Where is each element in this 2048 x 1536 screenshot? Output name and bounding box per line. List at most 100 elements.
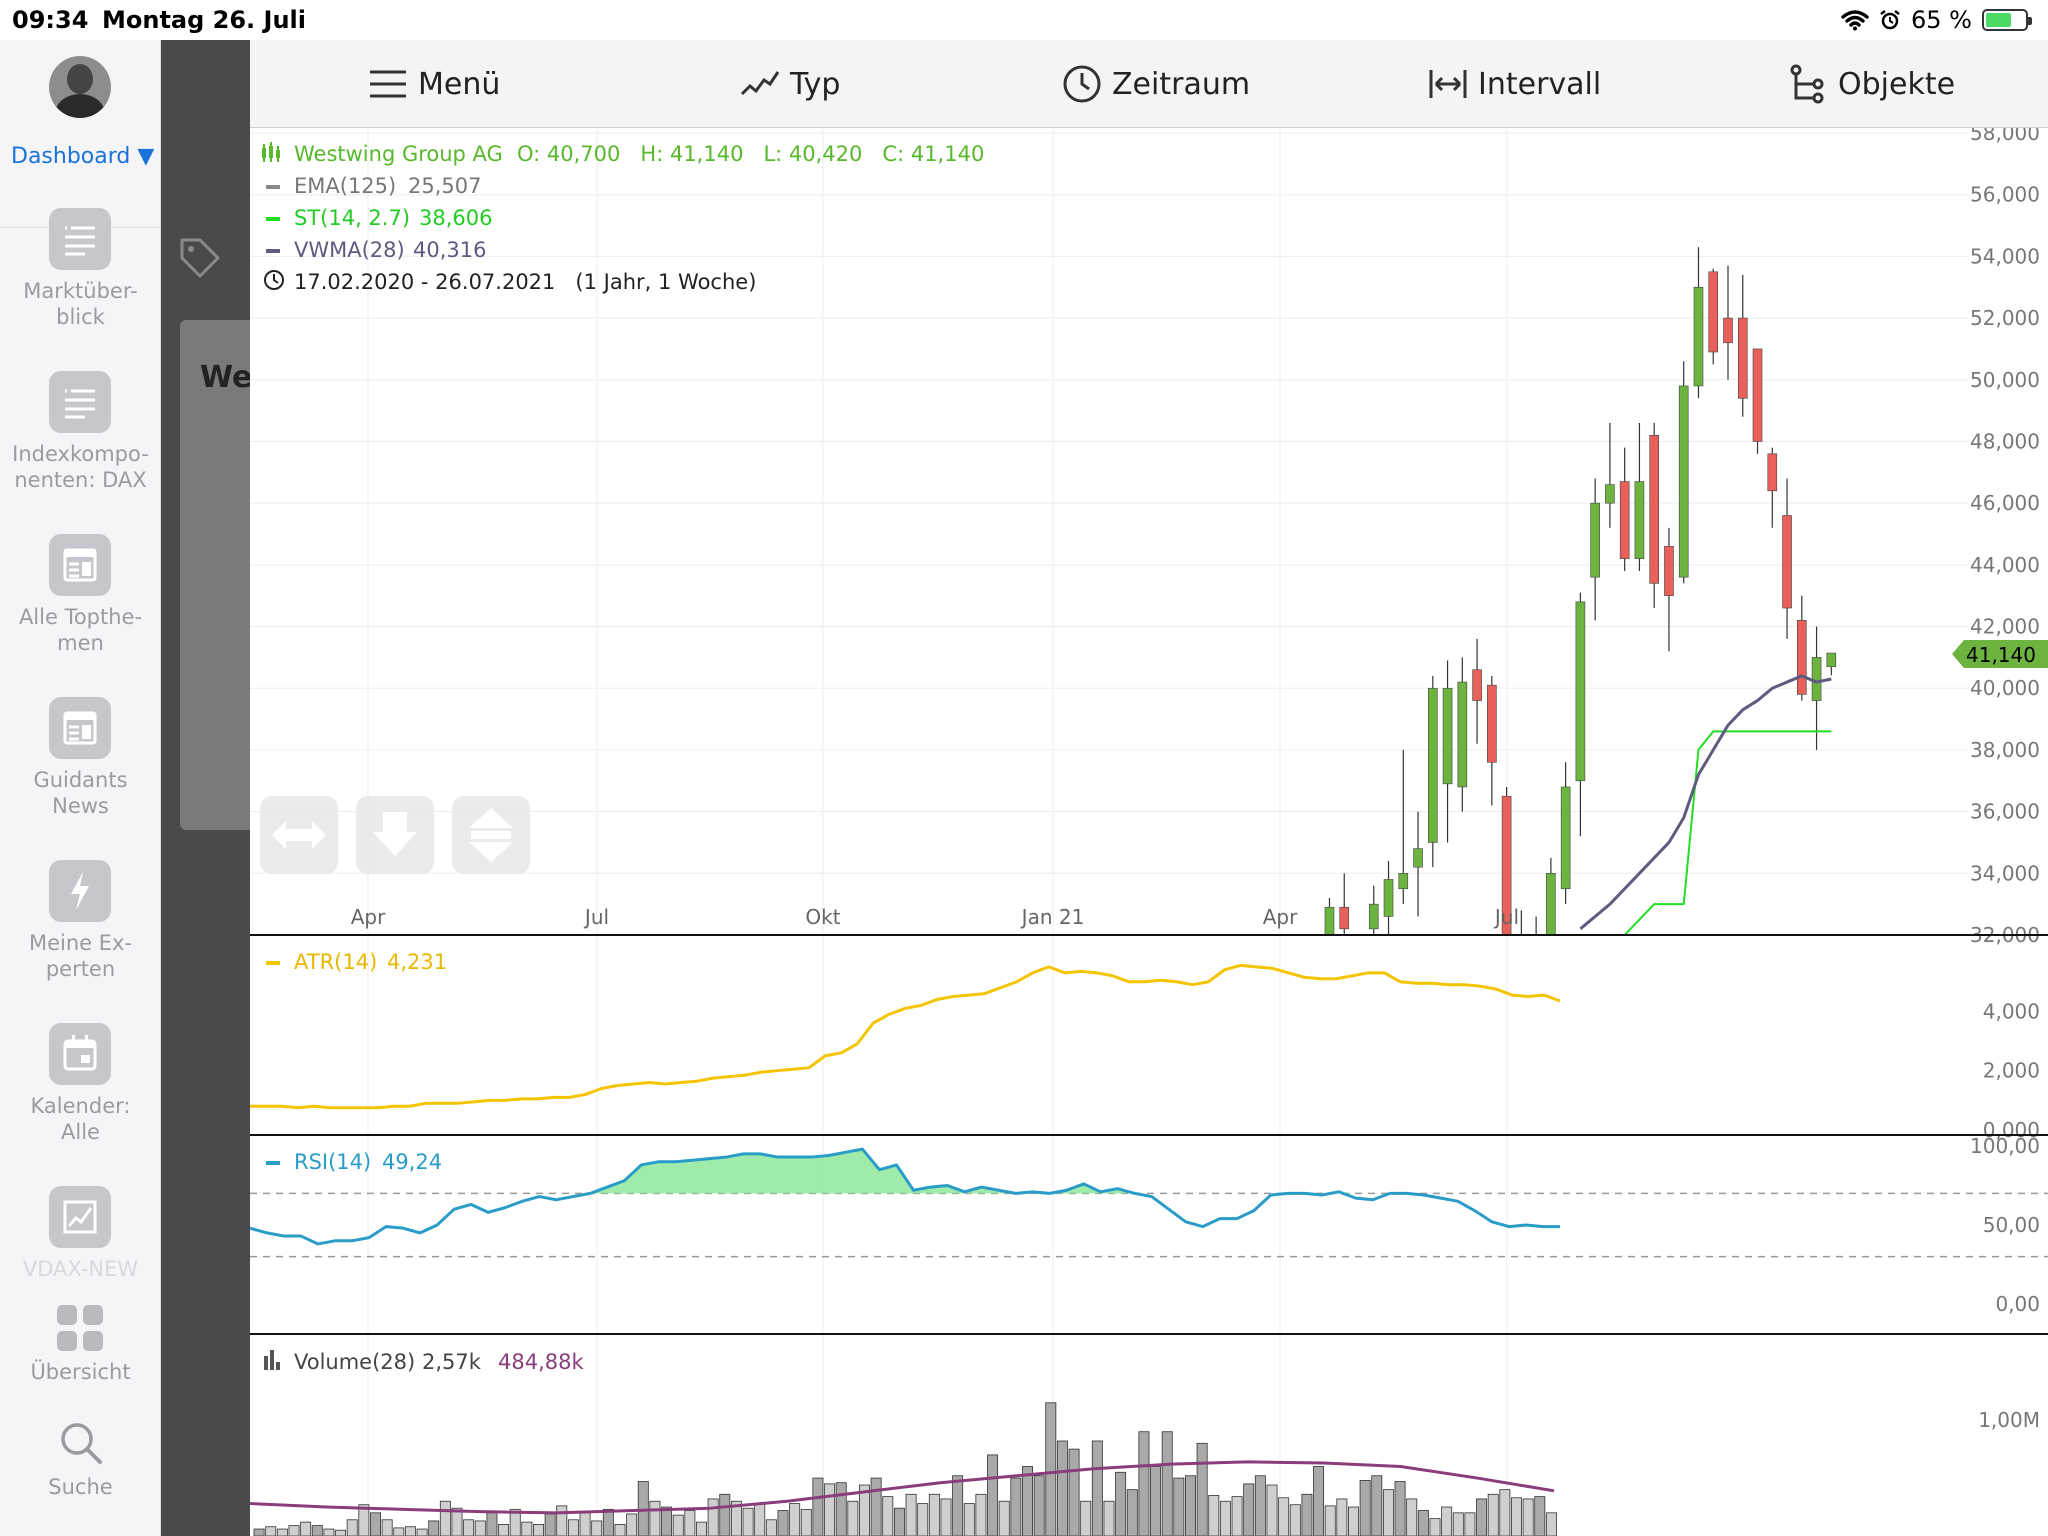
battery-icon	[1982, 9, 2032, 31]
atr-axis-tick: 0,000	[1983, 1118, 2040, 1142]
objects-icon	[1790, 64, 1824, 104]
pan-horizontal-button[interactable]	[260, 796, 338, 874]
interval-button[interactable]: Intervall	[1428, 40, 1601, 128]
search-icon	[58, 1420, 104, 1466]
sidebar-item-5[interactable]: Meine Ex-perten	[0, 860, 161, 1010]
volume-bar	[882, 1496, 894, 1536]
volume-bar	[567, 1519, 579, 1536]
sidebar-label-line: nenten: DAX	[14, 468, 147, 492]
news-icon	[49, 697, 111, 759]
candle-up	[1605, 422, 1615, 528]
sidebar-item-3[interactable]: Alle Topthe-men	[0, 534, 161, 684]
volume-bar	[288, 1525, 300, 1536]
volume-bar	[393, 1527, 405, 1536]
price-axis-tick: 50,000	[1970, 368, 2040, 392]
menu-button[interactable]: Menü	[368, 40, 500, 128]
ema-swatch	[266, 185, 280, 189]
avatar[interactable]	[49, 56, 111, 118]
sidebar-label-line: Guidants	[33, 768, 128, 792]
candle-body	[1501, 795, 1512, 934]
volume-axis-tick: 1,00M	[1978, 1408, 2040, 1432]
sidebar-label-line: VDAX-NEW	[22, 1257, 139, 1281]
interval-label: Intervall	[1478, 66, 1602, 102]
volume-bar	[1382, 1489, 1394, 1536]
candle-body	[1472, 669, 1482, 701]
tag-icon[interactable]	[176, 234, 224, 282]
volume-bar	[1103, 1500, 1115, 1536]
chart-area[interactable]: 32,00034,00036,00038,00040,00042,00044,0…	[250, 128, 2048, 1536]
time-axis-tick: Okt	[805, 905, 840, 929]
time-axis-tick: Jul	[1493, 905, 1519, 929]
candle-up	[1678, 361, 1689, 584]
price-axis-tick: 34,000	[1970, 861, 2040, 885]
pan-vertical-button[interactable]	[452, 796, 530, 874]
candle-body	[1546, 873, 1556, 934]
date-range: 17.02.2020 - 26.07.2021 (1 Jahr, 1 Woche…	[294, 270, 756, 294]
volume-bar	[952, 1475, 964, 1536]
candle-up	[1634, 422, 1645, 572]
st-value: 38,606	[419, 206, 492, 230]
sidebar-item-label: Marktüber-blick	[0, 278, 161, 330]
chart-controls	[260, 796, 530, 874]
background-chart-card[interactable]	[180, 320, 250, 830]
status-time: 09:34	[12, 6, 89, 34]
sidebar-item-9[interactable]: Suche	[0, 1420, 161, 1536]
scroll-down-button[interactable]	[356, 796, 434, 874]
sidebar-item-label: Meine Ex-perten	[0, 930, 161, 982]
sidebar-item-6[interactable]: Kalender: Alle	[0, 1023, 161, 1173]
price-axis-tick: 48,000	[1970, 429, 2040, 453]
candle-body	[1767, 453, 1778, 492]
volume-bar	[486, 1512, 498, 1536]
dashboard-dropdown[interactable]: Dashboard ▼	[0, 144, 161, 228]
candle-body	[1797, 620, 1807, 695]
sidebar-item-2[interactable]: Indexkompo-nenten: DAX	[0, 371, 161, 521]
candle-body	[1678, 385, 1689, 578]
candle-body	[1442, 687, 1453, 785]
volume-bar	[1243, 1483, 1255, 1536]
clock-icon	[264, 270, 284, 290]
sidebar-item-label: Indexkompo-nenten: DAX	[0, 441, 161, 493]
sidebar-item-label: Suche	[0, 1474, 161, 1500]
sidebar-item-7[interactable]: VDAX-NEW	[0, 1186, 161, 1336]
price-axis-tick: 40,000	[1970, 676, 2040, 700]
candle-body	[1664, 546, 1674, 596]
candle-body	[1737, 317, 1748, 399]
volume-bar	[358, 1504, 370, 1536]
sidebar-item-8[interactable]: Übersicht	[0, 1305, 161, 1455]
price-axis-tick: 38,000	[1970, 738, 2040, 762]
sidebar-label-line: Indexkompo-	[12, 442, 149, 466]
volume-bar	[439, 1500, 451, 1536]
volume-bar	[335, 1529, 347, 1536]
candle-body	[1605, 484, 1615, 504]
chart-type-button[interactable]: Typ	[740, 40, 840, 128]
objects-button[interactable]: Objekte	[1788, 40, 1955, 128]
rsi-axis-tick: 100,00	[1970, 1134, 2040, 1158]
vwma-label: VWMA(28)	[294, 238, 405, 262]
volume-bar	[544, 1513, 556, 1536]
candle-up	[1535, 916, 1537, 934]
volume-bar	[1452, 1512, 1464, 1536]
period-button[interactable]: Zeitraum	[1062, 40, 1250, 128]
volume-bar	[416, 1528, 428, 1536]
vwma-swatch	[266, 249, 280, 253]
candle-down	[1619, 447, 1630, 572]
price-axis-tick: 46,000	[1970, 491, 2040, 515]
volume-bar	[963, 1503, 975, 1536]
volume-bar	[1406, 1498, 1418, 1536]
candle-down	[1767, 447, 1778, 528]
volume-bar	[707, 1498, 719, 1536]
list-icon	[49, 208, 111, 270]
atr-label: ATR(14)	[294, 950, 377, 974]
price-legend: Westwing Group AG O: 40,700 H: 41,140 L:…	[262, 142, 984, 294]
volume-bar	[1254, 1475, 1266, 1536]
volume-bar	[812, 1477, 824, 1536]
volume-bar	[1022, 1466, 1033, 1536]
volume-bar	[1429, 1518, 1441, 1536]
candle-down	[1664, 527, 1674, 652]
sidebar-item-1[interactable]: Marktüber-blick	[0, 208, 161, 358]
candle-body	[1398, 873, 1409, 890]
volume-bar	[893, 1507, 905, 1536]
interval-icon	[1429, 70, 1467, 98]
sidebar-label-line: men	[57, 631, 104, 655]
sidebar-item-4[interactable]: Guidants News	[0, 697, 161, 847]
